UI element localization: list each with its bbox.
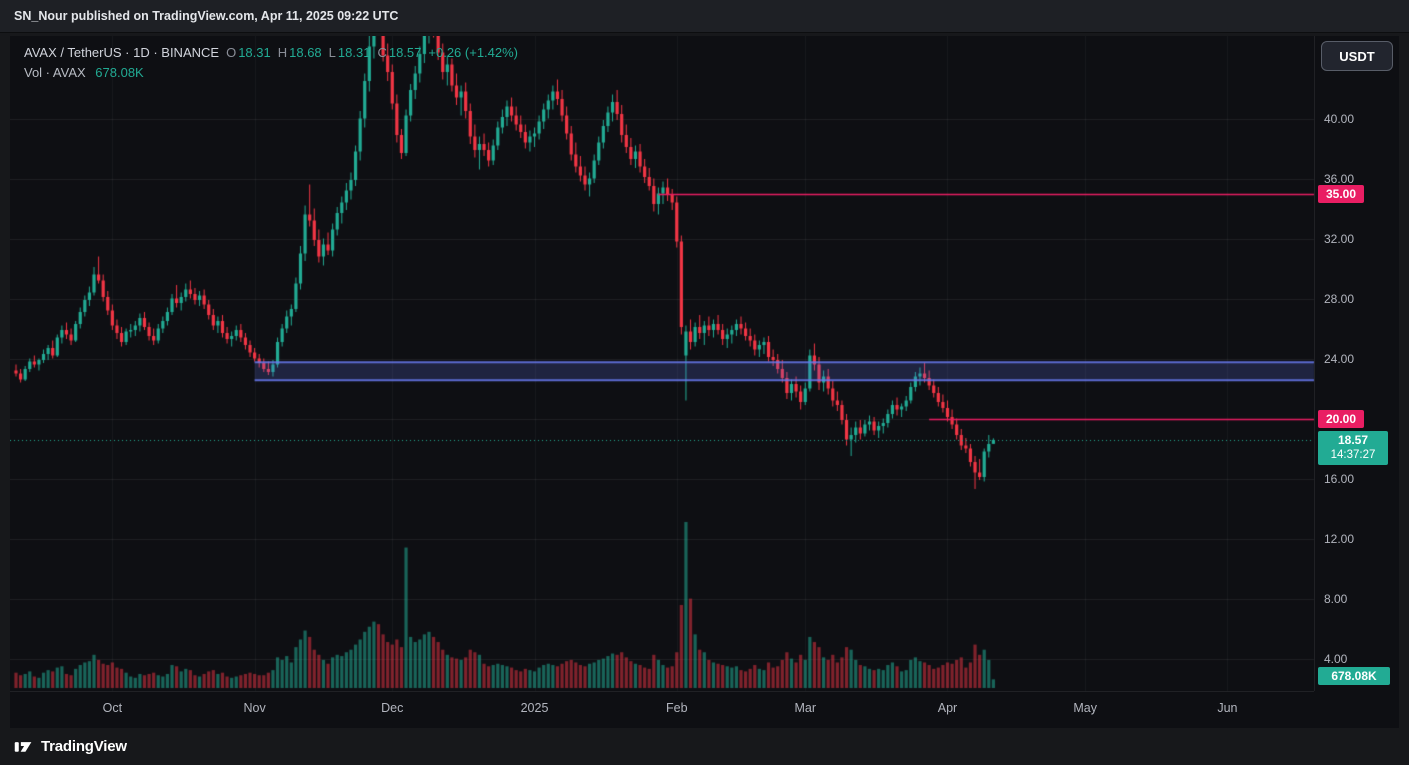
price-tick-label: 16.00 xyxy=(1324,471,1355,486)
price-axis[interactable]: 40.00 36.00 32.00 28.00 24.00 20.00 16.00 12.00… xyxy=(1314,36,1400,691)
time-tick-label: Mar xyxy=(794,701,816,715)
bar-countdown: 14:37:27 xyxy=(1330,448,1376,461)
footer-bar: TradingView xyxy=(0,728,1409,765)
price-tick-label: 24.00 xyxy=(1324,351,1355,366)
time-tick-label: Apr xyxy=(937,701,958,715)
pink-price-label-35: 35.00 xyxy=(1318,184,1364,203)
published-header: SN_Nour published on TradingView.com, Ap… xyxy=(0,0,1409,33)
price-tick-label: 28.00 xyxy=(1324,291,1355,306)
chart-area: AVAX / TetherUS · 1D · BINANCE O 18.31 H 18.… xyxy=(10,36,1399,728)
currency-toggle-button[interactable]: USDT xyxy=(1321,41,1393,71)
price-tick-label: 32.00 xyxy=(1324,231,1355,246)
time-tick-label: Nov xyxy=(243,701,266,715)
time-tick-label: Dec xyxy=(381,701,404,715)
tradingview-wordmark[interactable]: TradingView xyxy=(41,738,127,755)
time-tick-label: Oct xyxy=(102,701,123,715)
price-tick-label: 40.00 xyxy=(1324,111,1355,126)
time-tick-label: Feb xyxy=(665,701,688,715)
time-tick-label: Jun xyxy=(1217,701,1238,715)
time-tick-label: May xyxy=(1073,701,1097,715)
last-price-value: 18.57 xyxy=(1337,432,1369,447)
price-tick-label: 4.00 xyxy=(1324,651,1348,666)
last-price-label: 18.57 14:37:27 xyxy=(1318,430,1388,465)
published-text: SN_Nour published on TradingView.com, Ap… xyxy=(14,9,399,23)
price-tick-label: 36.00 xyxy=(1324,171,1355,186)
volume-axis-label: 678.08K xyxy=(1318,667,1390,685)
tradingview-logo-icon[interactable] xyxy=(13,736,34,757)
pink-price-label-20: 20.00 xyxy=(1318,409,1364,428)
price-tick-label: 8.00 xyxy=(1324,591,1348,606)
time-tick-label: 2025 xyxy=(520,701,549,715)
price-tick-label: 12.00 xyxy=(1324,531,1355,546)
time-axis[interactable]: Oct Nov Dec 2025 Feb Mar Apr May Jun xyxy=(10,691,1314,729)
price-chart-canvas[interactable] xyxy=(10,36,1399,728)
